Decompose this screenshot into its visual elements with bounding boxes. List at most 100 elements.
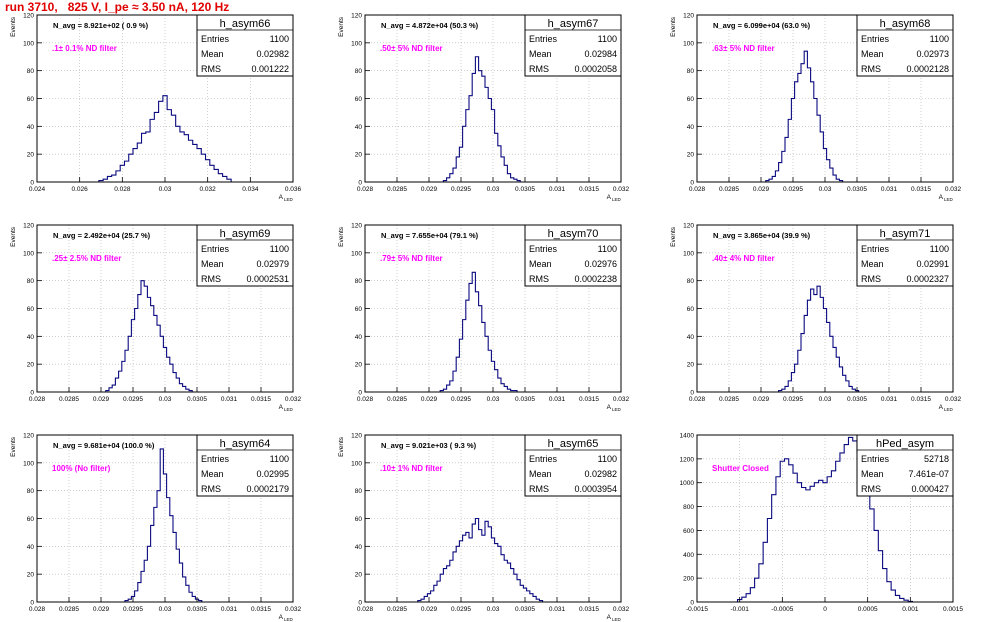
y-tick-label: 20: [687, 152, 695, 159]
stats-value-rms: 0.001222: [251, 64, 289, 74]
histogram-line-h_asym70: [439, 271, 518, 392]
x-tick-label: 0.028: [357, 606, 374, 613]
stats-label-rms: RMS: [201, 64, 221, 74]
stats-box-frame: [856, 224, 954, 287]
x-axis-title-sub: LED: [944, 197, 954, 202]
y-tick-label: 0: [690, 180, 694, 187]
x-tick-label: 0.028: [29, 606, 46, 613]
stats-value-rms: 0.0002058: [574, 64, 617, 74]
y-tick-label: 600: [683, 528, 694, 535]
x-tick-label: 0.0295: [783, 186, 803, 193]
x-tick-label: 0.028: [357, 396, 374, 403]
stats-label-mean: Mean: [201, 49, 224, 59]
x-tick-label: 0.0285: [387, 396, 407, 403]
panel-h_asym70: 0.028 0.0285 0.029 0.0295 0.03 0.0305 0.031 0.0…: [338, 223, 630, 413]
navg-label: N_avg = 9.021e+03 ( 9.3 %): [381, 441, 477, 450]
stats-value-entries: 1100: [930, 244, 949, 254]
x-tick-label: 0.03: [159, 396, 172, 403]
y-tick-label: 40: [687, 334, 695, 341]
stats-value-mean: 0.02982: [584, 469, 617, 479]
stats-label-entries: Entries: [529, 244, 558, 254]
x-axis-title: A: [939, 194, 944, 201]
x-tick-label: 0.032: [285, 396, 302, 403]
stats-label-rms: RMS: [529, 274, 549, 284]
panel-h_asym68: 0.028 0.0285 0.029 0.0295 0.03 0.0305 0.031 0.0…: [670, 13, 962, 203]
x-tick-label: 0.028: [114, 186, 131, 193]
x-tick-label: 0.032: [945, 396, 962, 403]
y-axis-title: Events: [10, 226, 17, 247]
x-tick-label: 0.0305: [515, 606, 535, 613]
x-tick-label: 0.0315: [579, 186, 599, 193]
navg-label: N_avg = 8.921e+02 ( 0.9 %): [53, 21, 149, 30]
panel-h_asym66: 0.024 0.026 0.028 0.03 0.032 0.034 0.036 0 20 40 6…: [10, 13, 302, 203]
stats-box-frame: [196, 434, 294, 497]
y-tick-label: 20: [687, 362, 695, 369]
y-tick-label: 80: [27, 488, 35, 495]
x-tick-label: 0.0305: [515, 186, 535, 193]
x-tick-label: 0.036: [285, 186, 302, 193]
filter-annotation: Shutter Closed: [712, 464, 769, 473]
stats-box: h_asym69 Entries 1100 Mean 0.02979 RMS 0.00025…: [196, 224, 294, 287]
stats-label-rms: RMS: [529, 484, 549, 494]
x-tick-label: 0.001: [902, 606, 919, 613]
histogram-title: h_asym69: [220, 228, 271, 240]
stats-label-rms: RMS: [861, 64, 881, 74]
filter-annotation: .50± 5% ND filter: [380, 44, 443, 53]
x-axis-title: A: [279, 614, 284, 621]
x-tick-label: 0.024: [29, 186, 46, 193]
stats-box-frame: [524, 434, 622, 497]
y-tick-label: 40: [355, 334, 363, 341]
histogram-line-hPed_asym: [736, 436, 914, 602]
histogram-title: h_asym66: [220, 18, 271, 30]
panel-h_asym64: 0.028 0.0285 0.029 0.0295 0.03 0.0305 0.031 0.0…: [10, 433, 302, 622]
y-tick-label: 100: [683, 250, 694, 257]
x-tick-label: 0.032: [945, 186, 962, 193]
histogram-line-h_asym69: [105, 280, 193, 392]
x-tick-label: 0.031: [549, 186, 566, 193]
x-tick-label: 0.031: [549, 606, 566, 613]
stats-box-frame: [524, 14, 622, 77]
stats-value-entries: 1100: [930, 34, 949, 44]
x-tick-label: 0.0285: [387, 186, 407, 193]
x-tick-label: 0.03: [159, 606, 172, 613]
stats-value-entries: 1100: [270, 244, 289, 254]
navg-label: N_avg = 2.492e+04 (25.7 %): [53, 231, 151, 240]
y-tick-label: 120: [351, 13, 362, 20]
stats-value-entries: 1100: [270, 454, 289, 464]
x-tick-label: 0.031: [549, 396, 566, 403]
stats-label-entries: Entries: [861, 34, 890, 44]
x-axis-title-sub: LED: [612, 197, 622, 202]
x-axis-title-sub: LED: [612, 407, 622, 412]
filter-annotation: .10± 1% ND filter: [380, 464, 443, 473]
y-tick-label: 0: [358, 180, 362, 187]
y-axis-title: Events: [670, 16, 677, 37]
stats-value-mean: 0.02982: [256, 49, 289, 59]
x-tick-label: 0.029: [421, 606, 438, 613]
filter-annotation: .40± 4% ND filter: [712, 254, 775, 263]
x-tick-label: 0.034: [242, 186, 259, 193]
y-tick-label: 40: [27, 334, 35, 341]
y-axis-title: Events: [338, 226, 345, 247]
x-tick-label: 0.03: [819, 186, 832, 193]
y-tick-label: 0: [358, 390, 362, 397]
histogram-title: h_asym68: [880, 18, 931, 30]
y-axis-title: Events: [338, 436, 345, 457]
y-tick-label: 20: [355, 572, 363, 579]
stats-value-mean: 0.02973: [916, 49, 949, 59]
x-tick-label: 0.028: [689, 186, 706, 193]
stats-label-rms: RMS: [529, 64, 549, 74]
x-tick-label: 0.029: [93, 396, 110, 403]
x-tick-label: -0.0015: [686, 606, 708, 613]
stats-box-frame: [856, 434, 954, 497]
stats-value-rms: 0.0002238: [574, 274, 617, 284]
histogram-title: hPed_asym: [876, 438, 934, 450]
x-tick-label: 0.0315: [911, 396, 931, 403]
panel-h_asym65: 0.028 0.0285 0.029 0.0295 0.03 0.0305 0.031 0.0…: [338, 433, 630, 622]
stats-label-entries: Entries: [861, 244, 890, 254]
stats-label-entries: Entries: [529, 454, 558, 464]
x-tick-label: 0.03: [487, 186, 500, 193]
panel-h_asym71: 0.028 0.0285 0.029 0.0295 0.03 0.0305 0.031 0.0…: [670, 223, 962, 413]
x-tick-label: 0.0305: [847, 186, 867, 193]
y-tick-label: 100: [351, 460, 362, 467]
x-tick-label: 0.0295: [123, 606, 143, 613]
